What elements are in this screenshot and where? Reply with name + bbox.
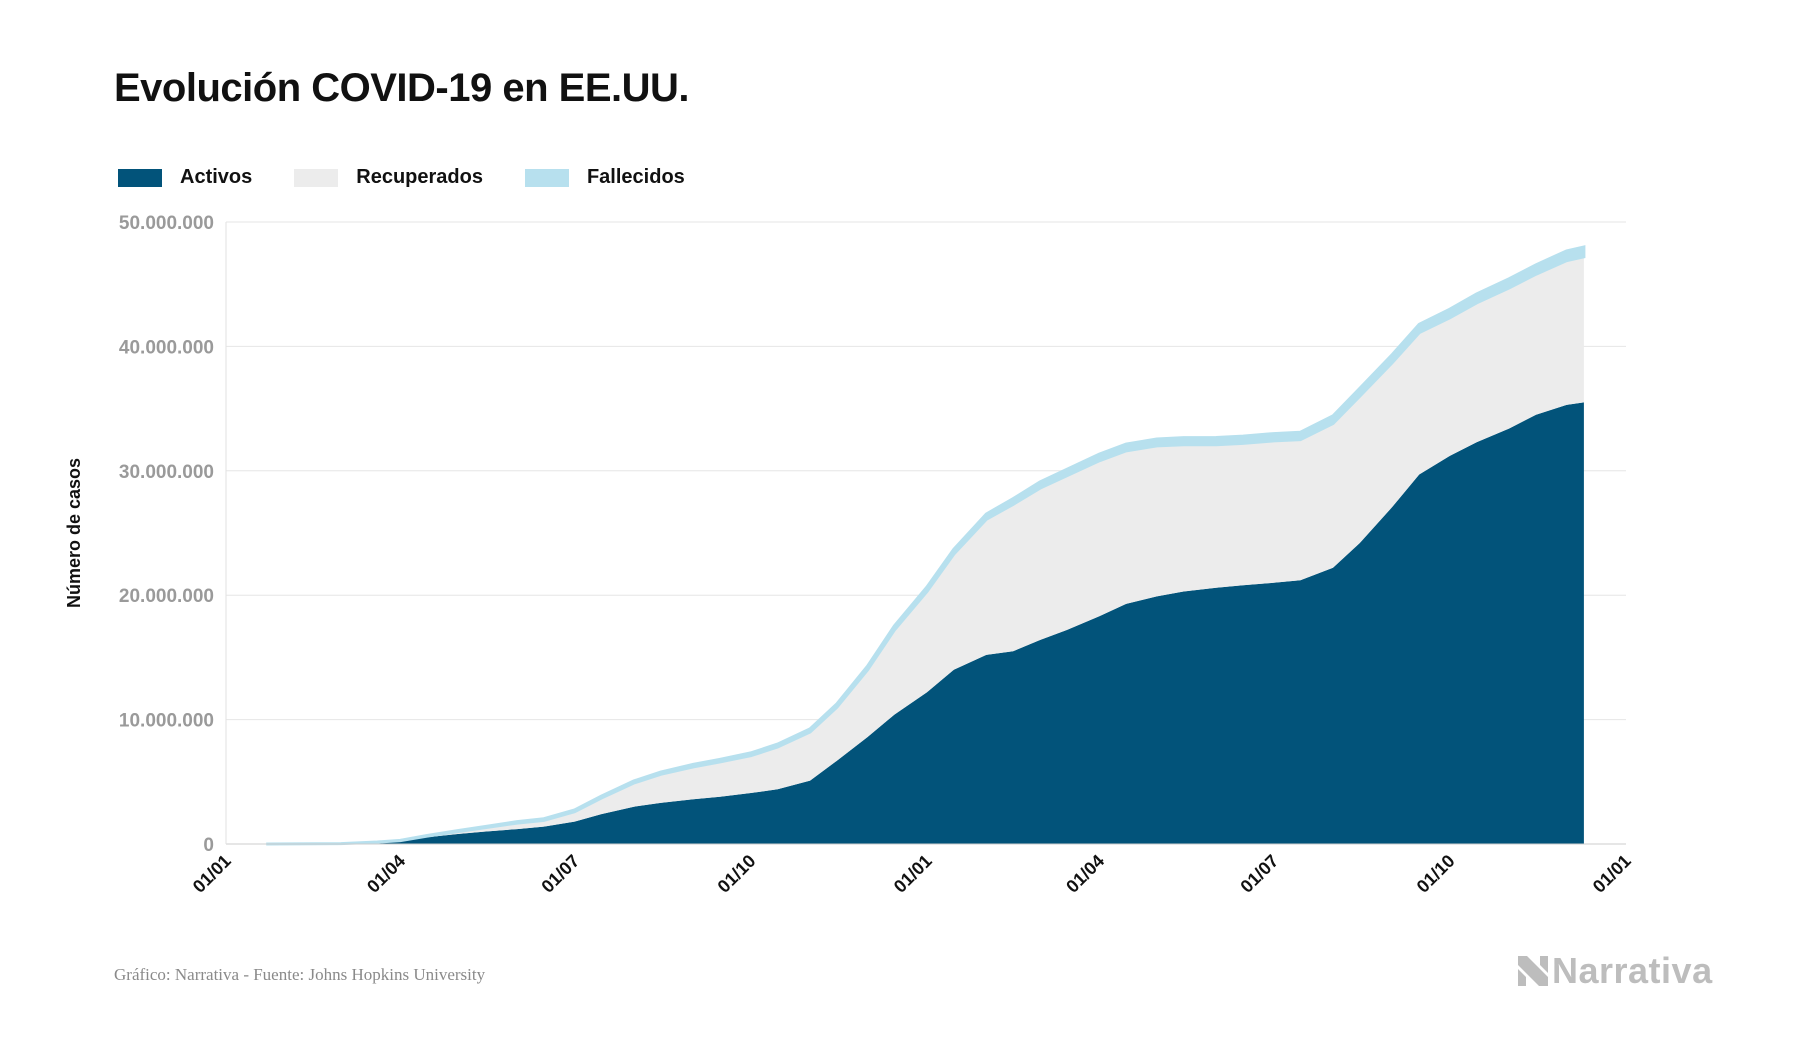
x-tick-label: 01/07 xyxy=(537,851,583,897)
x-tick-label: 01/10 xyxy=(1413,851,1459,897)
y-tick-label: 50.000.000 xyxy=(119,213,214,234)
legend-item-recuperados: Recuperados xyxy=(294,166,483,189)
brand-logo: Narrativa xyxy=(1518,950,1713,992)
x-tick-label: 01/01 xyxy=(189,851,235,897)
x-tick-label: 01/04 xyxy=(363,851,409,897)
y-tick-label: 10.000.000 xyxy=(119,711,214,732)
legend-swatch-activos xyxy=(118,168,162,187)
x-tick-label: 01/01 xyxy=(1589,851,1635,897)
x-tick-labels: 01/01 01/04 01/07 01/10 01/01 01/04 01/07 01/10… xyxy=(189,851,1635,897)
x-tick-label: 01/10 xyxy=(714,851,760,897)
area-recuperados xyxy=(266,256,1584,844)
y-tick-labels: 0 10.000.000 20.000.000 30.000.000 40.000.00… xyxy=(119,213,214,856)
y-tick-label: 0 xyxy=(203,835,214,856)
y-tick-label: 20.000.000 xyxy=(119,586,214,607)
legend-item-fallecidos: Fallecidos xyxy=(524,166,685,189)
legend: Activos Recuperados Fallecidos xyxy=(118,166,727,189)
legend-label-activos: Activos xyxy=(180,166,253,188)
source-caption: Gráfico: Narrativa - Fuente: Johns Hopki… xyxy=(114,965,486,984)
legend-item-activos: Activos xyxy=(118,166,252,189)
brand-name: Narrativa xyxy=(1552,950,1713,991)
legend-label-recuperados: Recuperados xyxy=(356,166,483,188)
area-fallecidos xyxy=(266,245,1586,846)
y-tick-label: 30.000.000 xyxy=(119,462,214,483)
legend-swatch-fallecidos xyxy=(524,168,569,187)
x-tick-label: 01/07 xyxy=(1236,851,1282,897)
legend-label-fallecidos: Fallecidos xyxy=(586,166,685,188)
area-activos xyxy=(266,402,1584,844)
narrativa-logo-icon xyxy=(1518,956,1548,986)
y-tick-label: 40.000.000 xyxy=(119,337,214,358)
legend-swatch-recuperados xyxy=(294,168,339,187)
y-axis-label: Número de casos xyxy=(64,458,84,608)
x-tick-label: 01/04 xyxy=(1062,851,1108,897)
x-tick-label: 01/01 xyxy=(890,851,936,897)
chart-title: Evolución COVID-19 en EE.UU. xyxy=(114,66,690,110)
chart-areas xyxy=(266,245,1586,846)
